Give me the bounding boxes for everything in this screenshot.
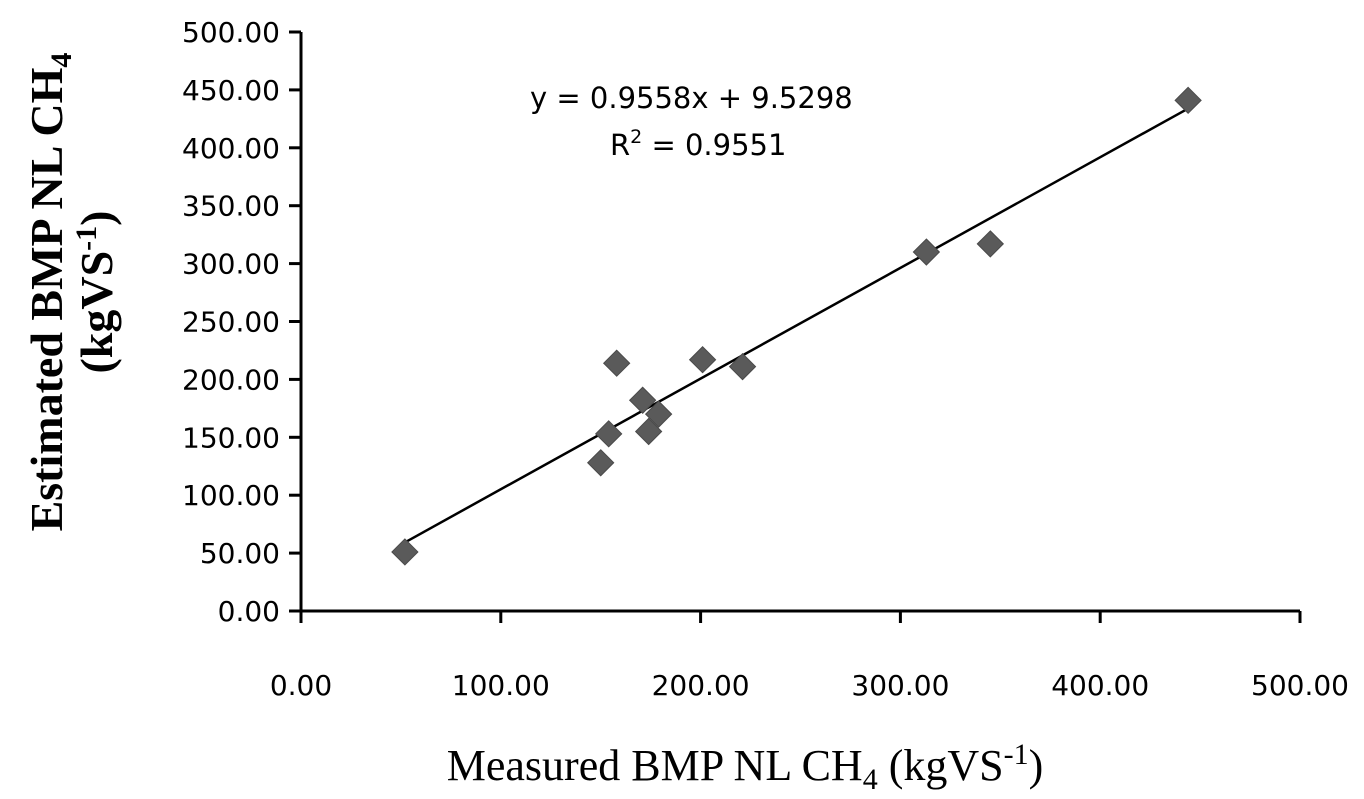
y-tick-label: 450.00 xyxy=(182,74,280,107)
data-point xyxy=(728,352,757,381)
y-axis-title-main: Estimated BMP NL CH xyxy=(21,67,72,531)
y-tick-label: 500.00 xyxy=(182,16,280,49)
data-point xyxy=(391,538,419,566)
data-point xyxy=(586,449,615,477)
x-tick-label: 100.00 xyxy=(452,669,550,702)
r-squared-label: R2 = 0.9551 xyxy=(610,126,786,162)
r-squared-value: = 0.9551 xyxy=(642,128,786,162)
y-tick-label: 350.00 xyxy=(182,190,280,223)
y-axis-title-superscript: -1 xyxy=(70,226,103,251)
x-axis-title-main: Measured BMP NL CH xyxy=(447,741,863,790)
y-tick-label: 300.00 xyxy=(182,248,280,281)
x-axis-ticks: 0.00 100.00 200.00 300.00 400.00 500.00 xyxy=(270,611,1349,702)
trendline-equation: y = 0.9558x + 9.5298 xyxy=(530,81,853,115)
r-squared-prefix: R xyxy=(610,128,630,162)
y-tick-label: 250.00 xyxy=(182,306,280,339)
x-tick-label: 500.00 xyxy=(1251,669,1349,702)
y-tick-label: 400.00 xyxy=(182,132,280,165)
y-axis-title-line2: (kgVS-1) xyxy=(70,210,122,373)
data-point xyxy=(976,230,1005,258)
trendline xyxy=(404,107,1189,544)
trendline-group xyxy=(404,107,1189,544)
x-tick-label: 400.00 xyxy=(1051,669,1149,702)
y-tick-label: 200.00 xyxy=(182,363,280,396)
x-axis-title-unit: (kgVS xyxy=(878,741,1004,790)
data-point xyxy=(688,346,717,374)
data-point xyxy=(602,349,631,377)
x-tick-label: 300.00 xyxy=(851,669,949,702)
axes xyxy=(299,32,1300,613)
x-axis-title: Measured BMP NL CH4 (kgVS-1) xyxy=(447,738,1044,796)
data-point xyxy=(634,417,663,446)
data-point xyxy=(1174,86,1202,115)
x-axis-title-superscript: -1 xyxy=(1004,738,1029,771)
y-axis-title-unit: (kgVS xyxy=(71,251,122,374)
y-tick-label: 150.00 xyxy=(182,421,280,454)
y-axis-title-subscript: 4 xyxy=(45,53,78,68)
data-point xyxy=(912,238,941,266)
y-axis-title-close: ) xyxy=(71,210,122,225)
data-point xyxy=(644,400,673,428)
x-tick-label: 200.00 xyxy=(652,669,750,702)
x-axis-title-subscript: 4 xyxy=(863,763,878,796)
data-point xyxy=(594,420,623,448)
r-squared-superscript: 2 xyxy=(630,126,642,148)
x-tick-label: 0.00 xyxy=(270,669,332,702)
y-axis-title: Estimated BMP NL CH4 (kgVS-1) xyxy=(21,53,122,532)
y-tick-label: 0.00 xyxy=(218,595,280,628)
y-tick-label: 50.00 xyxy=(200,537,280,570)
x-axis-title-close: ) xyxy=(1029,741,1044,790)
data-point xyxy=(628,386,657,414)
y-axis-title-line1: Estimated BMP NL CH4 xyxy=(21,53,78,532)
y-axis-ticks: 0.00 50.00 100.00 150.00 200.00 250.00 300.00 3… xyxy=(182,16,301,628)
data-points xyxy=(391,86,1202,566)
y-tick-label: 100.00 xyxy=(182,479,280,512)
